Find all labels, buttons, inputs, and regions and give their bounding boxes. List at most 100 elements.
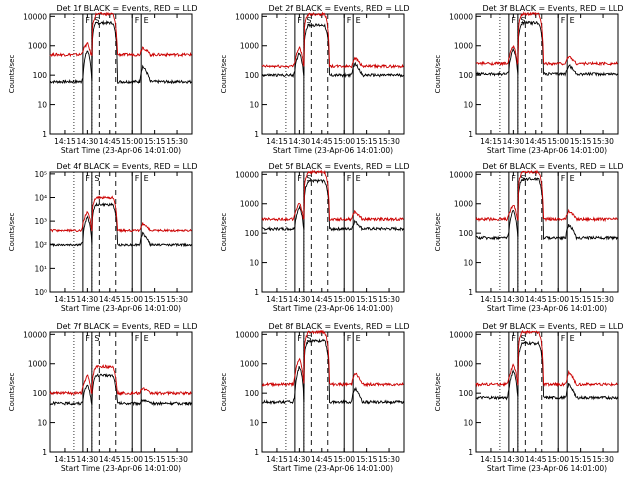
panel-title: Det 6f BLACK = Events, RED = LLD <box>482 162 623 171</box>
x-tick-label: 15:00 <box>121 137 143 146</box>
x-tick-label: 14:15 <box>480 137 502 146</box>
interval-marker: F <box>511 334 516 343</box>
interval-marker: F <box>511 174 516 183</box>
y-tick-label: 1 <box>42 130 47 139</box>
x-tick-label: 14:45 <box>99 455 121 464</box>
events-series-line <box>475 177 619 241</box>
y-tick-label: 10000 <box>235 170 259 179</box>
x-tick-label: 14:30 <box>289 137 311 146</box>
x-tick-label: 15:30 <box>592 137 614 146</box>
x-tick-label: 15:30 <box>378 295 400 304</box>
interval-marker: F <box>347 174 352 183</box>
y-tick-label: 10000 <box>449 170 473 179</box>
x-tick-label: 15:15 <box>144 295 166 304</box>
interval-marker: E <box>144 16 149 25</box>
interval-marker: F <box>561 334 566 343</box>
y-tick-label: 1000 <box>240 200 259 209</box>
y-axis-label: Counts/sec <box>434 55 442 94</box>
lld-series-line <box>261 11 404 70</box>
interval-marker: F <box>135 16 140 25</box>
panel-title: Det 3f BLACK = Events, RED = LLD <box>482 4 623 13</box>
interval-marker: E <box>356 174 361 183</box>
interval-marker: E <box>570 174 575 183</box>
y-tick-label: 100 <box>33 389 48 398</box>
y-tick-label: 10 <box>463 259 473 268</box>
x-tick-label: 14:45 <box>99 295 121 304</box>
y-tick-label: 10000 <box>23 330 47 339</box>
y-tick-label: 1 <box>468 130 473 139</box>
y-tick-label: 10³ <box>34 217 47 226</box>
y-tick-label: 1 <box>468 448 473 457</box>
x-axis-label: Start Time (23-Apr-06 14:01:00) <box>487 146 607 155</box>
lld-series-line <box>49 195 192 234</box>
y-tick-label: 10⁵ <box>34 170 47 179</box>
interval-marker: F <box>135 174 140 183</box>
y-axis-label: Counts/sec <box>8 55 16 94</box>
y-tick-label: 10 <box>37 101 47 110</box>
x-tick-label: 15:00 <box>333 455 355 464</box>
interval-marker: F <box>297 174 302 183</box>
interval-marker: E <box>144 334 149 343</box>
x-tick-label: 14:30 <box>289 455 311 464</box>
y-tick-label: 1000 <box>240 42 259 51</box>
interval-marker: E <box>570 334 575 343</box>
panel-title: Det 2f BLACK = Events, RED = LLD <box>268 4 409 13</box>
interval-marker: F <box>297 334 302 343</box>
x-tick-label: 14:45 <box>525 295 547 304</box>
y-tick-label: 1 <box>254 448 259 457</box>
y-axis-label: Counts/sec <box>8 213 16 252</box>
panel-det-4: 14:15 14:30 14:45 15:00 15:15 15:30 10⁰ 10¹ 10² 1… <box>8 162 198 313</box>
x-tick-label: 15:15 <box>356 137 378 146</box>
y-tick-label: 1000 <box>240 360 259 369</box>
panel-title: Det 4f BLACK = Events, RED = LLD <box>56 162 197 171</box>
x-tick-label: 15:00 <box>333 137 355 146</box>
y-tick-label: 100 <box>459 389 474 398</box>
y-axis-label: Counts/sec <box>434 373 442 412</box>
x-tick-label: 15:00 <box>547 455 569 464</box>
y-tick-label: 1000 <box>28 360 47 369</box>
x-tick-label: 14:45 <box>525 137 547 146</box>
y-axis-label: Counts/sec <box>220 213 228 252</box>
x-tick-label: 14:30 <box>503 137 525 146</box>
plot-frame <box>261 171 405 293</box>
x-tick-label: 14:30 <box>77 295 99 304</box>
events-series-line <box>49 19 192 85</box>
y-tick-label: 1 <box>254 288 259 297</box>
y-tick-label: 100 <box>33 71 48 80</box>
x-tick-label: 15:30 <box>166 295 188 304</box>
interval-marker: F <box>135 334 140 343</box>
x-tick-label: 14:15 <box>266 137 288 146</box>
x-axis-label: Start Time (23-Apr-06 14:01:00) <box>61 304 181 313</box>
x-tick-label: 15:15 <box>570 455 592 464</box>
x-tick-label: 14:15 <box>54 455 76 464</box>
x-tick-label: 15:30 <box>592 295 614 304</box>
interval-marker: S <box>94 16 99 25</box>
interval-marker: E <box>356 334 361 343</box>
panel-det-6: 14:15 14:30 14:45 15:00 15:15 15:30 1 10 100 1000… <box>434 162 624 313</box>
y-tick-label: 10 <box>249 101 259 110</box>
panel-title: Det 9f BLACK = Events, RED = LLD <box>482 322 623 331</box>
events-series-line <box>475 20 619 77</box>
x-tick-label: 15:30 <box>378 455 400 464</box>
x-axis-label: Start Time (23-Apr-06 14:01:00) <box>61 464 181 473</box>
y-tick-label: 100 <box>245 71 260 80</box>
x-tick-label: 15:15 <box>144 455 166 464</box>
y-tick-label: 1000 <box>454 200 473 209</box>
lld-series-line <box>261 169 404 222</box>
y-tick-label: 10² <box>34 241 47 250</box>
x-axis-label: Start Time (23-Apr-06 14:01:00) <box>273 304 393 313</box>
y-tick-label: 10 <box>463 419 473 428</box>
panel-title: Det 7f BLACK = Events, RED = LLD <box>56 322 197 331</box>
x-axis-label: Start Time (23-Apr-06 14:01:00) <box>487 464 607 473</box>
y-axis-label: Counts/sec <box>434 213 442 252</box>
x-tick-label: 14:15 <box>480 455 502 464</box>
y-tick-label: 1000 <box>28 42 47 51</box>
y-tick-label: 100 <box>459 229 474 238</box>
interval-marker: S <box>520 16 525 25</box>
y-tick-label: 1000 <box>454 360 473 369</box>
interval-marker: F <box>511 16 516 25</box>
x-tick-label: 15:30 <box>592 455 614 464</box>
lld-series-line <box>49 364 192 396</box>
x-tick-label: 14:45 <box>311 137 333 146</box>
